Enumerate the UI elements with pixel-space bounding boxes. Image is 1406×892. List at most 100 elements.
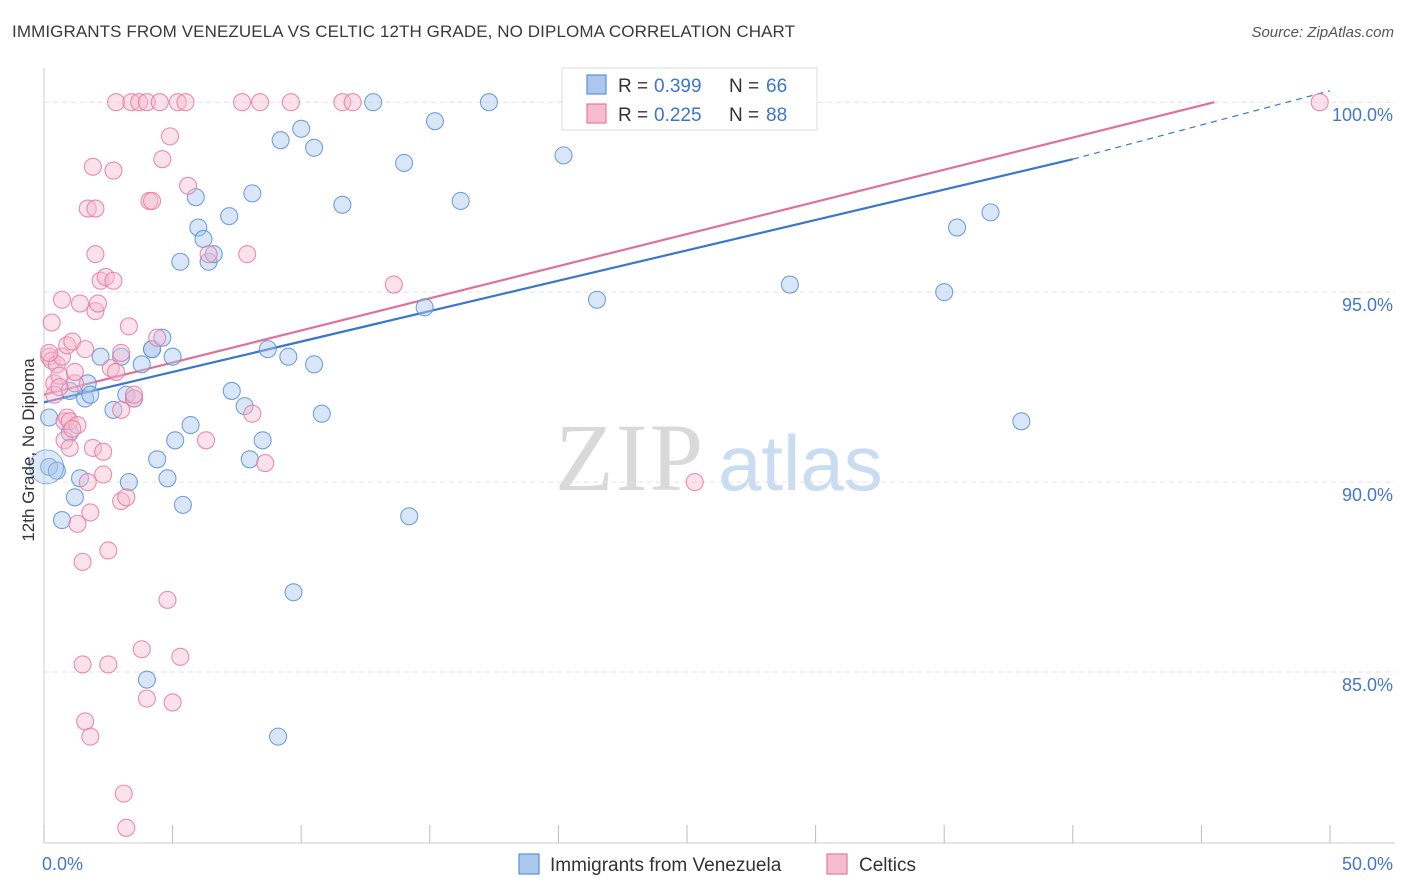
celtics-point [256, 454, 275, 473]
celtics-point [106, 362, 126, 381]
venezuela-point [240, 450, 259, 469]
y-tick-label: 85.0% [1342, 675, 1393, 695]
venezuela-point [153, 328, 172, 347]
legend-pink-n-value: 88 [766, 105, 787, 126]
celtics-point [150, 93, 169, 112]
celtics-point [40, 343, 59, 362]
celtics-point [124, 385, 144, 404]
celtics-point [160, 127, 180, 146]
watermark-zip: ZIP [555, 404, 705, 511]
venezuela-point [104, 400, 123, 419]
venezuela-point [425, 112, 444, 131]
venezuela-point [395, 153, 414, 173]
bottom-legend-swatch-blue [518, 853, 540, 875]
celtics-point [119, 317, 138, 336]
venezuela-point [333, 195, 352, 214]
celtics-point [333, 93, 352, 112]
trend-lines [43, 90, 1331, 404]
y-tick-label: 90.0% [1342, 485, 1393, 505]
celtics-point [232, 93, 252, 112]
celtics-point [99, 541, 118, 560]
celtics-point [73, 655, 92, 674]
celtics-point [52, 290, 72, 309]
legend-pink-n-label: N = [729, 105, 759, 126]
venezuela-point [364, 93, 383, 112]
celtics-point [78, 473, 97, 492]
celtics-point [76, 340, 95, 359]
celtics-point [117, 488, 136, 507]
venezuela-point [235, 397, 254, 416]
venezuela-point [132, 355, 151, 374]
gridlines [44, 101, 1395, 673]
venezuela-point [158, 469, 177, 488]
celtics-point [343, 93, 362, 112]
legend-pink-r-value: 0.225 [654, 105, 702, 126]
celtics-point [78, 199, 97, 218]
celtics-point [86, 245, 105, 264]
bottom-legend: Immigrants from Venezuela Celtics [518, 853, 916, 876]
venezuela-cluster-point [29, 449, 65, 485]
venezuela-point [400, 507, 419, 526]
source-label: Source: ZipAtlas.com [1251, 24, 1394, 41]
legend-blue-r-label: R = [618, 76, 648, 97]
celtics-point [104, 161, 123, 180]
celtics-point [114, 784, 133, 803]
celtics-trend-line [43, 101, 1215, 396]
celtics-point [112, 343, 131, 362]
celtics-point [70, 294, 90, 313]
bottom-legend-swatch-pink [826, 853, 848, 875]
venezuela-point [91, 347, 110, 366]
celtics-point [163, 693, 182, 712]
venezuela-point [258, 340, 277, 359]
celtics-point [384, 275, 403, 294]
celtics-point [104, 271, 123, 290]
y-tick-label: 95.0% [1342, 295, 1393, 315]
venezuela-point [451, 191, 470, 211]
celtics-point [73, 552, 92, 571]
x-tick-label: 0.0% [42, 854, 83, 874]
celtics-point [1310, 93, 1329, 112]
venezuela-point [312, 404, 331, 423]
celtics-point [60, 438, 79, 457]
celtics-point [83, 157, 102, 176]
celtics-point [86, 199, 105, 218]
celtics-point [88, 294, 108, 313]
venezuela-point [279, 347, 298, 366]
venezuela-point [222, 381, 241, 400]
celtics-point [132, 640, 151, 659]
tick-labels: 85.0% 90.0% 95.0% 100.0% 0.0% 50.0% [42, 105, 1393, 874]
venezuela-point [142, 340, 162, 359]
celtics-point [142, 191, 162, 211]
celtics-point [199, 245, 218, 264]
venezuela-point [981, 203, 1000, 222]
celtics-point [178, 176, 198, 195]
celtics-point [281, 93, 300, 112]
celtics-point [130, 93, 149, 112]
celtics-point [685, 473, 704, 492]
venezuela-point [52, 511, 72, 530]
venezuela-point [271, 131, 290, 150]
legend-blue-n-value: 66 [766, 76, 787, 97]
venezuela-point [181, 416, 200, 435]
venezuela-point [587, 290, 607, 309]
watermark-atlas: atlas [718, 419, 883, 507]
venezuela-point [81, 385, 100, 404]
bottom-legend-label-blue: Immigrants from Venezuela [550, 855, 782, 876]
venezuela-point [269, 727, 288, 746]
venezuela-point [948, 218, 967, 237]
celtics-point [63, 419, 82, 438]
venezuela-point [243, 184, 262, 203]
celtics-point [137, 689, 156, 708]
venezuela-point [220, 207, 239, 226]
bottom-legend-label-pink: Celtics [859, 855, 916, 876]
venezuela-point [415, 298, 434, 317]
celtics-point [238, 245, 257, 264]
venezuela-trend-line [43, 158, 1074, 404]
top-legend: R = 0.399 N = 66 R = 0.225 N = 88 [561, 67, 818, 131]
venezuela-point [935, 283, 954, 302]
venezuela-point [780, 275, 799, 294]
celtics-point [81, 503, 100, 522]
venezuela-point [1012, 412, 1031, 431]
venezuela-point [148, 450, 167, 469]
